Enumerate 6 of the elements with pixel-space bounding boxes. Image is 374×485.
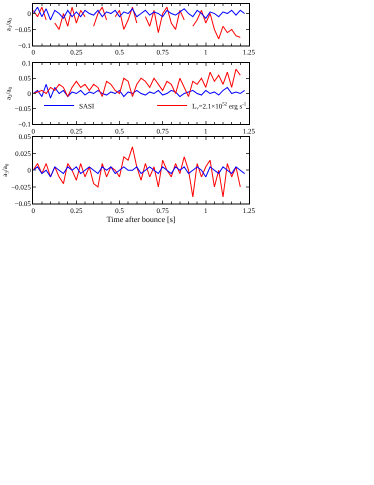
line-series (33, 166, 246, 178)
line-series (33, 68, 241, 98)
line-series (33, 146, 241, 198)
x-axis-title: Time after bounce [s] (106, 215, 176, 224)
line-series (33, 84, 246, 99)
line-series (33, 6, 246, 20)
